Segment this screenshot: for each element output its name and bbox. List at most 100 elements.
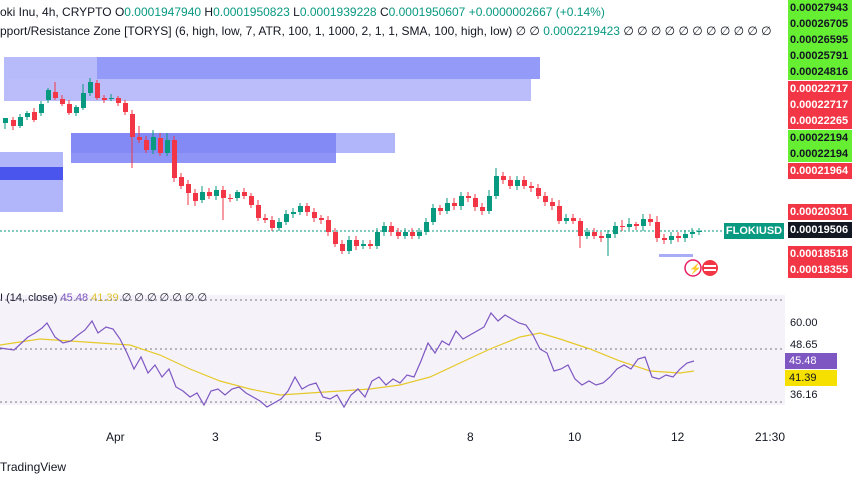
candle: [424, 222, 429, 232]
high-label: H: [204, 5, 214, 19]
rsi-ma-line: [0, 332, 695, 396]
open-value: 0.0001947940: [124, 5, 202, 19]
candle: [354, 240, 359, 246]
candle: [445, 203, 450, 211]
candle: [655, 222, 660, 238]
candle: [396, 232, 401, 236]
candle: [242, 192, 247, 196]
candle: [410, 232, 415, 236]
rsi-label: I (14, close): [0, 292, 58, 304]
candle: [501, 176, 506, 180]
rsi-axis-36: 36.16: [790, 389, 818, 401]
high-value: 0.0001950823: [213, 5, 290, 19]
candle: [53, 92, 58, 98]
support-zone-left: [0, 152, 63, 212]
candle: [137, 137, 142, 140]
candle: [690, 232, 695, 234]
candle: [382, 226, 387, 232]
candle: [599, 236, 604, 238]
us-flag-icon[interactable]: [702, 260, 718, 276]
candle: [585, 232, 590, 236]
candle: [46, 90, 51, 100]
candle: [592, 232, 597, 236]
price-tag: 0.00021964: [788, 163, 852, 179]
candle: [522, 180, 527, 186]
rsi-nulls: ∅ ∅ ∅ ∅ ∅ ∅ ∅: [121, 292, 208, 304]
price-tag: 0.00022717: [788, 97, 852, 113]
candle: [25, 113, 30, 117]
candle: [305, 206, 310, 212]
candle: [494, 176, 499, 196]
candle: [18, 117, 23, 126]
candle: [67, 104, 72, 113]
candle: [669, 236, 674, 240]
candle: [571, 218, 576, 221]
candle: [683, 234, 688, 238]
candle: [291, 212, 296, 214]
price-tag: 0.00025791: [788, 48, 852, 64]
rsi-line: [0, 311, 695, 409]
candle: [361, 244, 366, 246]
candle: [557, 206, 562, 221]
candle: [487, 196, 492, 211]
candle: [389, 226, 394, 232]
candle: [284, 214, 289, 222]
indicator-trailing-nulls: ∅ ∅ ∅ ∅ ∅ ∅ ∅ ∅ ∅ ∅ ∅: [623, 24, 772, 38]
candle: [221, 190, 226, 198]
candle: [634, 224, 639, 226]
indicator-legend[interactable]: pport/Resistance Zone [TORYS] (6, high, …: [0, 24, 772, 38]
price-tag: 0.00027943: [788, 0, 852, 16]
close-label: C: [379, 5, 389, 19]
price-tag: 0.00022717: [788, 81, 852, 97]
candle: [214, 190, 219, 196]
x-label-time: 21:30: [755, 430, 786, 444]
indicator-value: 0.00022194​23: [543, 24, 620, 38]
candle: [144, 140, 149, 150]
candle: [74, 107, 79, 113]
rsi-tag: 45.48: [785, 353, 837, 369]
candle: [368, 244, 373, 246]
price-chart[interactable]: ⚡: [0, 0, 785, 285]
candle: [60, 99, 65, 104]
symbol-tag: FLOKIUSD: [724, 223, 784, 239]
candle: [151, 137, 156, 150]
rsi-ma-value: 41.39: [91, 292, 119, 304]
lightning-icon[interactable]: [684, 259, 702, 277]
candle: [417, 232, 422, 236]
support-zone-left-core: [0, 167, 63, 180]
candle: [550, 202, 555, 206]
candle: [81, 93, 86, 108]
candle: [333, 232, 338, 244]
candle: [116, 98, 121, 103]
flag-stripe: [704, 269, 716, 271]
candle: [109, 98, 114, 99]
x-label-3: 3: [212, 430, 219, 444]
rsi-axis-48: 48.65: [790, 339, 818, 351]
open-label: O: [114, 5, 125, 19]
candle: [347, 240, 352, 251]
candle: [193, 193, 198, 201]
candle: [620, 226, 625, 227]
candle: [39, 104, 44, 113]
candle: [543, 196, 548, 202]
tradingview-logo[interactable]: TradingView: [0, 460, 66, 474]
candle: [662, 238, 667, 240]
candle: [564, 218, 569, 221]
candle: [438, 208, 443, 211]
candle: [179, 177, 184, 186]
candle: [648, 219, 653, 222]
candle: [536, 188, 541, 196]
candle: [606, 234, 611, 238]
candle: [102, 98, 107, 100]
rsi-legend[interactable]: I (14, close) 45.48 41.39 ∅ ∅ ∅ ∅ ∅ ∅ ∅: [0, 291, 207, 304]
price-tag: 0.00022265: [788, 113, 852, 129]
indicator-nulls: ∅ ∅: [515, 24, 540, 38]
brand-text: TradingView: [0, 460, 67, 474]
candle: [200, 192, 205, 200]
rsi-pane[interactable]: [0, 295, 785, 410]
ohlc-header: oki Inu, 4h, CRYPTO O0.0001947940 H0.000…: [0, 5, 605, 19]
candle: [207, 192, 212, 196]
candle: [375, 232, 380, 246]
candle: [186, 184, 191, 193]
price-tag: 0.00024816: [788, 64, 852, 80]
